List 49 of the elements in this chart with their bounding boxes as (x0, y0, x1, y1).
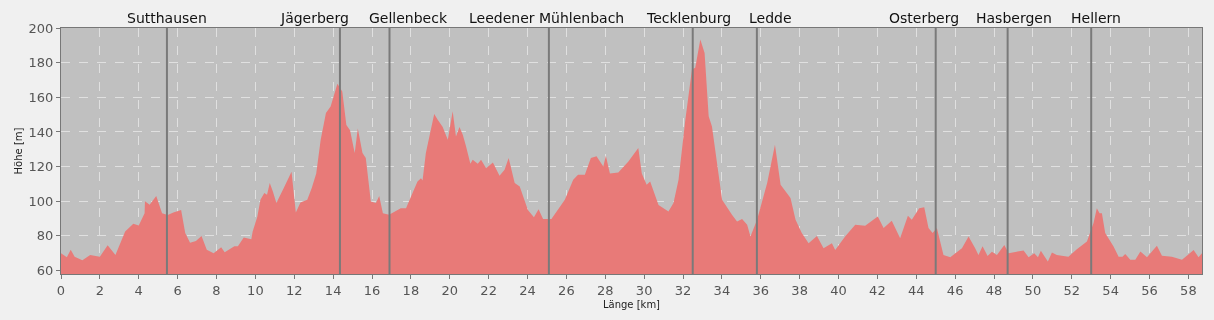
x-tick-label: 56 (1141, 282, 1158, 298)
y-tick-label: 160 (28, 89, 54, 105)
ref-line-label: Osterberg (889, 10, 960, 26)
x-tick-label: 22 (480, 282, 497, 298)
x-tick-label: 36 (752, 282, 770, 298)
x-tick-label: 38 (791, 282, 808, 298)
x-tick-label: 16 (363, 282, 381, 298)
x-tick-label: 46 (946, 282, 964, 298)
x-tick-label: 54 (1102, 282, 1119, 298)
ref-line-label: Ledde (749, 10, 792, 26)
ref-line-label: Jägerberg (280, 10, 349, 26)
x-tick-label: 34 (713, 282, 731, 298)
x-axis-title: Länge [km] (602, 299, 661, 311)
x-tick-label: 32 (674, 282, 692, 298)
y-tick-label: 60 (36, 263, 54, 279)
ref-line-label: Hellern (1071, 10, 1121, 26)
x-tick-label: 8 (212, 282, 221, 298)
x-tick-label: 44 (907, 282, 925, 298)
x-tick-label: 10 (247, 282, 264, 298)
ref-line-label: Leedener Mühlenbach (469, 10, 625, 26)
x-tick-label: 58 (1180, 282, 1197, 298)
x-tick-label: 42 (869, 282, 886, 298)
ref-line-label: Sutthausen (127, 10, 207, 26)
x-tick-label: 14 (324, 282, 342, 298)
x-tick-label: 12 (285, 282, 303, 298)
x-tick-label: 52 (1063, 282, 1081, 298)
ref-line-label: Hasbergen (976, 10, 1052, 26)
x-tick-label: 50 (1024, 282, 1042, 298)
x-tick-label: 48 (985, 282, 1003, 298)
y-tick-label: 120 (28, 159, 54, 175)
y-tick-label: 80 (36, 228, 54, 244)
y-tick-label: 100 (28, 193, 54, 209)
x-tick-label: 26 (558, 282, 575, 298)
x-tick-label: 40 (830, 282, 847, 298)
y-axis-title: Höhe [m] (12, 127, 24, 175)
x-tick-label: 2 (95, 282, 105, 298)
x-tick-label: 0 (56, 282, 66, 298)
x-tick-label: 28 (596, 282, 614, 298)
x-tick-label: 20 (441, 282, 459, 298)
x-tick-label: 18 (402, 282, 420, 298)
y-tick-label: 200 (28, 20, 54, 36)
y-tick-label: 140 (28, 124, 54, 140)
x-tick-label: 4 (134, 282, 143, 298)
x-tick-label: 24 (519, 282, 536, 298)
ref-line-label: Tecklenburg (646, 10, 732, 26)
x-tick-label: 30 (635, 282, 653, 298)
x-tick-label: 6 (173, 282, 182, 298)
ref-line-label: Gellenbeck (369, 10, 448, 26)
y-tick-label: 180 (28, 55, 54, 71)
